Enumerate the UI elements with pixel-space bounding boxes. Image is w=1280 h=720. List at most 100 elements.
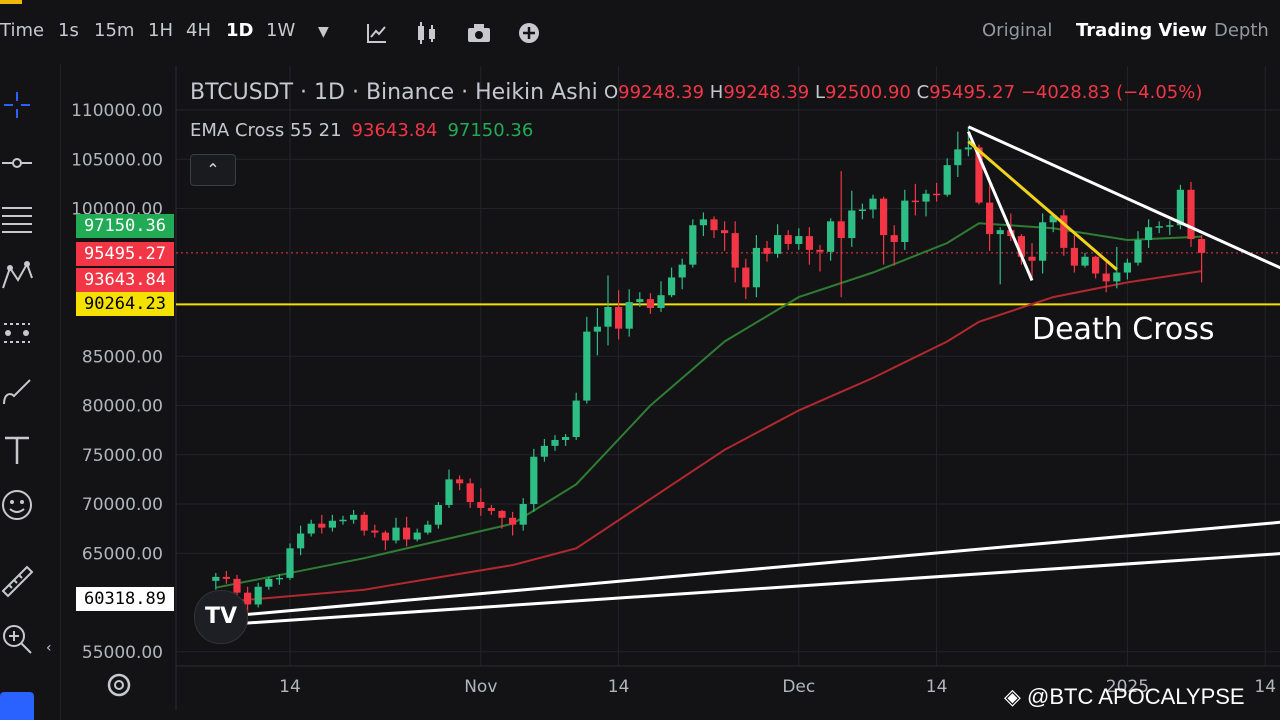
candle-body xyxy=(986,202,994,235)
interval-1h[interactable]: 1H xyxy=(148,20,173,41)
x-tick-label: 14 xyxy=(608,677,630,697)
indicators-icon[interactable] xyxy=(366,22,388,44)
ema-name: EMA Cross 55 21 xyxy=(190,120,342,141)
candle xyxy=(774,224,782,258)
magnet-icon[interactable] xyxy=(0,692,34,720)
interval-1s[interactable]: 1s xyxy=(58,20,79,41)
candle-body xyxy=(774,235,782,254)
candle-body xyxy=(699,219,707,226)
price-label: 95495.27 xyxy=(76,242,174,266)
candle-body xyxy=(721,230,729,234)
interval-15m[interactable]: 15m xyxy=(94,20,135,41)
candle-body xyxy=(604,307,612,327)
candle xyxy=(424,520,432,535)
candle-body xyxy=(254,586,262,605)
candle xyxy=(668,267,676,298)
view-original[interactable]: Original xyxy=(982,20,1053,41)
candle xyxy=(1060,209,1068,256)
candle-body xyxy=(678,264,686,278)
brush-icon[interactable] xyxy=(0,374,34,408)
x-tick-label: 2025 xyxy=(1106,677,1149,697)
tradingview-logo: TV xyxy=(194,590,248,644)
candle-body xyxy=(731,233,739,268)
change-value: −4028.83 (−4.05%) xyxy=(1020,82,1203,103)
candle xyxy=(795,228,803,250)
ema-lines xyxy=(215,222,1202,604)
candle-body xyxy=(445,479,453,505)
add-icon[interactable] xyxy=(518,22,540,44)
candle-body xyxy=(434,504,442,525)
candle-body xyxy=(572,400,580,438)
candle xyxy=(827,218,835,261)
chart-type-icon[interactable] xyxy=(416,22,440,44)
horizontal-line-icon[interactable] xyxy=(0,146,34,180)
settings-icon[interactable] xyxy=(106,672,132,698)
y-tick-label: 55000.00 xyxy=(82,643,163,663)
candle xyxy=(392,517,400,544)
crosshair-icon[interactable] xyxy=(0,88,34,122)
candle xyxy=(880,196,888,265)
candle xyxy=(954,131,962,177)
candle-body xyxy=(668,277,676,296)
candle xyxy=(1134,231,1142,266)
candle-body xyxy=(1017,236,1025,257)
candle-body xyxy=(593,326,601,332)
candle-body xyxy=(710,219,718,231)
candle xyxy=(1092,255,1100,279)
chevron-left-icon[interactable]: ‹ xyxy=(46,640,52,656)
candle-body xyxy=(689,225,697,265)
candle-body xyxy=(1092,256,1100,274)
ruler-icon[interactable] xyxy=(0,564,34,598)
candle xyxy=(297,525,305,556)
y-tick-label: 80000.00 xyxy=(82,397,163,417)
pattern-icon[interactable] xyxy=(0,258,34,292)
candle-body xyxy=(307,523,315,534)
view-depth[interactable]: Depth xyxy=(1214,20,1269,41)
candle-body xyxy=(403,527,411,540)
candle xyxy=(381,530,389,551)
chevron-down-icon[interactable]: ▼ xyxy=(318,24,329,40)
interval-1d[interactable]: 1D xyxy=(226,20,254,41)
forecast-icon[interactable] xyxy=(0,316,34,350)
candle-body xyxy=(1145,227,1153,241)
candle xyxy=(646,293,654,314)
drawing-toolbar: ‹ xyxy=(0,64,61,720)
candle-body xyxy=(805,236,813,250)
top-toolbar: Time 1s 15m 1H 4H 1D 1W ▼ Original Tradi… xyxy=(0,0,1280,64)
interval-time[interactable]: Time xyxy=(0,20,45,41)
trend-lines xyxy=(215,125,1280,627)
candle-body xyxy=(1102,273,1110,282)
candle xyxy=(434,502,442,529)
smiley-icon[interactable] xyxy=(0,488,34,522)
zoom-in-icon[interactable] xyxy=(0,622,34,656)
candle xyxy=(784,230,792,250)
candle-body xyxy=(646,299,654,308)
candle xyxy=(763,241,771,262)
candle xyxy=(360,511,368,536)
candle-body xyxy=(1049,215,1057,223)
candle-body xyxy=(233,578,241,593)
candle xyxy=(212,572,220,590)
candle-body xyxy=(1187,189,1195,240)
interval-1w[interactable]: 1W xyxy=(266,20,296,41)
y-tick-label: 110000.00 xyxy=(71,101,163,121)
candle xyxy=(487,504,495,515)
text-icon[interactable] xyxy=(0,432,34,466)
candle xyxy=(604,275,612,346)
camera-icon[interactable] xyxy=(467,23,491,43)
candle xyxy=(456,475,464,491)
collapse-legend-button[interactable]: ⌃ xyxy=(190,154,236,186)
interval-4h[interactable]: 4H xyxy=(186,20,211,41)
candle xyxy=(837,171,845,298)
fib-lines-icon[interactable] xyxy=(0,202,34,236)
candle-body xyxy=(350,514,358,520)
candle xyxy=(477,488,485,516)
candle-body xyxy=(413,532,421,540)
view-trading-view[interactable]: Trading View xyxy=(1076,20,1207,41)
candle xyxy=(911,183,919,216)
candle xyxy=(275,573,283,585)
candle xyxy=(901,189,909,250)
time-axis: 14 Nov 14 Dec 14 2025 14 xyxy=(279,677,1276,697)
candle xyxy=(742,258,750,300)
